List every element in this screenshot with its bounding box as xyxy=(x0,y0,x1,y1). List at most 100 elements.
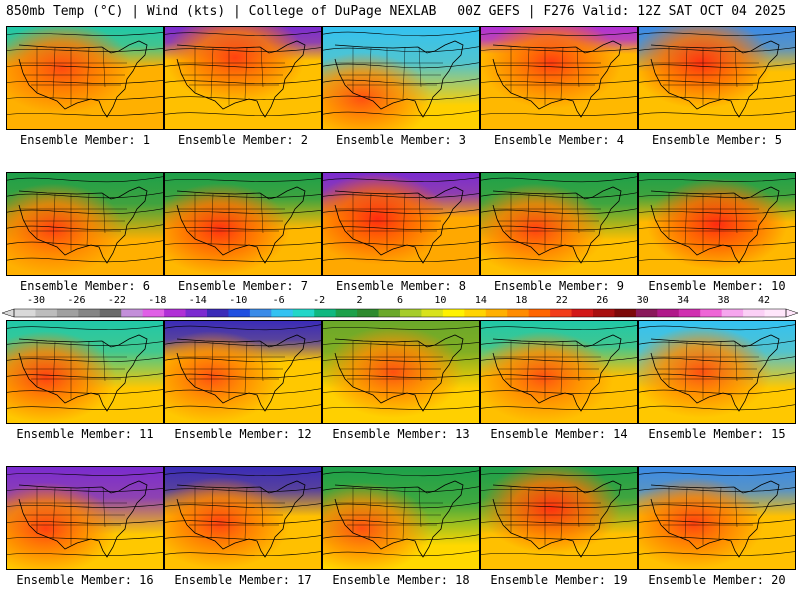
colorbar-segment xyxy=(678,309,701,317)
ensemble-member-panel[interactable]: Ensemble Member: 10 xyxy=(638,172,796,300)
height-contour xyxy=(323,241,479,246)
colorbar-segment xyxy=(743,309,766,317)
country-outline xyxy=(650,480,780,558)
state-boundary xyxy=(576,340,580,382)
height-contour xyxy=(165,95,321,100)
height-contour xyxy=(639,63,795,68)
height-contour xyxy=(7,112,163,116)
height-contour xyxy=(165,210,321,214)
state-boundary xyxy=(576,46,580,88)
state-boundary xyxy=(368,487,372,540)
ensemble-member-panel[interactable]: Ensemble Member: 20 xyxy=(638,466,796,594)
ensemble-member-panel[interactable]: Ensemble Member: 5 xyxy=(638,26,796,154)
map-canvas xyxy=(7,27,163,129)
ensemble-member-label: Ensemble Member: 9 xyxy=(493,279,625,293)
colorbar-tick-label: 2 xyxy=(356,295,363,306)
state-boundary xyxy=(402,46,406,100)
colorbar-tick-label: -6 xyxy=(272,295,285,306)
ensemble-member-panel[interactable]: Ensemble Member: 9 xyxy=(480,172,638,300)
state-boundary xyxy=(102,46,106,88)
ensemble-member-panel[interactable]: Ensemble Member: 14 xyxy=(480,320,638,448)
state-boundary xyxy=(102,486,106,528)
state-boundary xyxy=(734,192,738,234)
ensemble-member-panel[interactable]: Ensemble Member: 15 xyxy=(638,320,796,448)
height-contour xyxy=(323,46,479,53)
state-boundary xyxy=(210,193,214,246)
height-contour xyxy=(7,520,163,524)
ensemble-member-label: Ensemble Member: 18 xyxy=(332,573,470,587)
product-title: 850mb Temp (°C) | Wind (kts) | College o… xyxy=(6,4,437,19)
colorbar-tick-label: -22 xyxy=(107,295,126,306)
ensemble-member-panel[interactable]: Ensemble Member: 16 xyxy=(6,466,164,594)
height-contour xyxy=(323,326,479,330)
height-contour xyxy=(7,32,163,36)
map-canvas xyxy=(481,173,637,275)
ensemble-member-panel[interactable]: Ensemble Member: 11 xyxy=(6,320,164,448)
ensemble-member-panel[interactable]: Ensemble Member: 2 xyxy=(164,26,322,154)
ensemble-member-label: Ensemble Member: 14 xyxy=(490,427,628,441)
height-contour xyxy=(323,502,479,509)
state-boundary xyxy=(560,192,564,246)
ensemble-member-panel[interactable]: Ensemble Member: 12 xyxy=(164,320,322,448)
country-outline xyxy=(650,334,780,412)
warm-air-region xyxy=(7,27,163,129)
colorbar-segment xyxy=(271,309,294,317)
colorbar-segment xyxy=(400,309,422,317)
height-contour xyxy=(481,536,637,540)
height-contour xyxy=(481,112,637,116)
height-contour xyxy=(639,47,795,52)
height-contour xyxy=(639,356,795,363)
colorbar-segment xyxy=(657,309,680,317)
state-boundary xyxy=(418,192,422,234)
ensemble-member-panel[interactable]: Ensemble Member: 7 xyxy=(164,172,322,300)
height-contour xyxy=(7,341,163,346)
country-outline xyxy=(18,186,148,264)
height-contour xyxy=(323,110,479,117)
state-boundary xyxy=(86,46,90,100)
colorbar-segment xyxy=(207,309,229,317)
ensemble-member-panel[interactable]: Ensemble Member: 19 xyxy=(480,466,638,594)
height-contour xyxy=(481,192,637,199)
colorbar-segment xyxy=(378,309,401,317)
height-contour xyxy=(323,177,479,182)
country-outline xyxy=(176,186,306,264)
map-canvas xyxy=(481,467,637,569)
state-boundary xyxy=(52,341,56,394)
ensemble-member-panel[interactable]: Ensemble Member: 13 xyxy=(322,320,480,448)
ensemble-member-label: Ensemble Member: 2 xyxy=(177,133,309,147)
ensemble-member-panel[interactable]: Ensemble Member: 8 xyxy=(322,172,480,300)
temperature-map xyxy=(322,26,480,130)
ensemble-member-panel[interactable]: Ensemble Member: 6 xyxy=(6,172,164,300)
height-contour xyxy=(481,96,637,100)
ensemble-member-panel[interactable]: Ensemble Member: 17 xyxy=(164,466,322,594)
height-contour xyxy=(639,519,795,524)
height-contour xyxy=(323,209,479,214)
height-contour xyxy=(7,325,163,330)
map-canvas xyxy=(481,27,637,129)
colorbar-segment xyxy=(464,309,487,317)
ensemble-member-panel[interactable]: Ensemble Member: 1 xyxy=(6,26,164,154)
ensemble-member-panel[interactable]: Ensemble Member: 4 xyxy=(480,26,638,154)
state-boundary xyxy=(734,46,738,88)
warm-air-region xyxy=(165,467,321,569)
ensemble-member-panel[interactable]: Ensemble Member: 3 xyxy=(322,26,480,154)
map-canvas xyxy=(323,173,479,275)
state-boundary xyxy=(52,193,56,246)
colorbar-segment xyxy=(164,309,187,317)
ensemble-member-panel[interactable]: Ensemble Member: 18 xyxy=(322,466,480,594)
state-boundary xyxy=(210,487,214,540)
state-boundary xyxy=(684,47,688,100)
state-boundary xyxy=(102,192,106,234)
ensemble-member-label: Ensemble Member: 6 xyxy=(19,279,151,293)
temperature-map xyxy=(638,172,796,276)
state-boundary xyxy=(526,341,530,394)
map-canvas xyxy=(7,467,163,569)
map-canvas xyxy=(639,321,795,423)
colorbar-tick-label: 26 xyxy=(596,295,609,306)
colorbar-segment xyxy=(56,309,79,317)
warm-air-region xyxy=(481,321,637,423)
temperature-map xyxy=(6,466,164,570)
ensemble-member-label: Ensemble Member: 20 xyxy=(648,573,786,587)
height-contour xyxy=(323,374,479,378)
state-boundary xyxy=(368,47,372,100)
